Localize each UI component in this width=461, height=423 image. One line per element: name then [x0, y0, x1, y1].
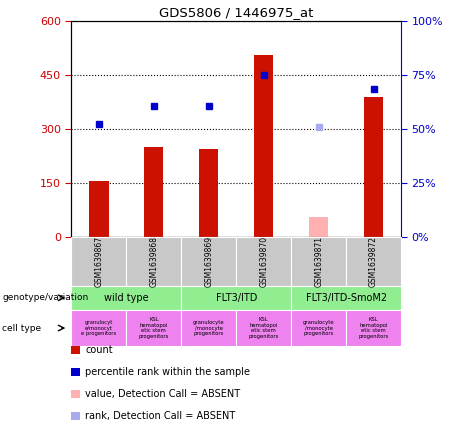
Bar	[181, 237, 236, 286]
Text: GSM1639871: GSM1639871	[314, 236, 323, 287]
Text: KSL
hematopoi
etic stem
progenitors: KSL hematopoi etic stem progenitors	[139, 317, 169, 339]
Bar	[309, 217, 328, 237]
Text: KSL
hematopoi
etic stem
progenitors: KSL hematopoi etic stem progenitors	[358, 317, 389, 339]
Bar	[71, 237, 126, 286]
Bar	[71, 286, 181, 310]
Text: rank, Detection Call = ABSENT: rank, Detection Call = ABSENT	[85, 411, 236, 421]
Bar	[89, 181, 108, 237]
Bar	[254, 55, 273, 237]
Bar	[291, 310, 346, 346]
Bar	[291, 286, 401, 310]
Bar	[364, 97, 383, 237]
Text: GSM1639872: GSM1639872	[369, 236, 378, 287]
Bar	[71, 346, 80, 354]
Bar	[181, 310, 236, 346]
Title: GDS5806 / 1446975_at: GDS5806 / 1446975_at	[159, 5, 313, 19]
Text: GSM1639868: GSM1639868	[149, 236, 159, 287]
Bar	[71, 412, 80, 420]
Text: granulocyte
/monocyte
progenitors: granulocyte /monocyte progenitors	[303, 320, 335, 336]
Text: KSL
hematopoi
etic stem
progenitors: KSL hematopoi etic stem progenitors	[248, 317, 279, 339]
Bar	[181, 286, 291, 310]
Bar	[71, 310, 126, 346]
Bar	[144, 147, 164, 237]
Text: genotype/variation: genotype/variation	[2, 293, 89, 302]
Text: count: count	[85, 345, 113, 355]
Text: granulocyte
/monocyte
progenitors: granulocyte /monocyte progenitors	[193, 320, 225, 336]
Text: GSM1639869: GSM1639869	[204, 236, 213, 287]
Text: granulocyt
e/monocyt
e progenitors: granulocyt e/monocyt e progenitors	[81, 320, 117, 336]
Text: GSM1639870: GSM1639870	[259, 236, 268, 287]
Text: wild type: wild type	[104, 293, 149, 303]
Text: FLT3/ITD-SmoM2: FLT3/ITD-SmoM2	[306, 293, 387, 303]
Bar	[71, 390, 80, 398]
Text: GSM1639867: GSM1639867	[95, 236, 103, 287]
Bar	[346, 310, 401, 346]
Bar	[346, 237, 401, 286]
Bar	[291, 237, 346, 286]
Bar	[126, 237, 181, 286]
Bar	[236, 237, 291, 286]
Text: percentile rank within the sample: percentile rank within the sample	[85, 367, 250, 377]
Text: cell type: cell type	[2, 324, 41, 332]
Bar	[71, 368, 80, 376]
Text: value, Detection Call = ABSENT: value, Detection Call = ABSENT	[85, 389, 240, 399]
Bar	[126, 310, 181, 346]
Text: FLT3/ITD: FLT3/ITD	[216, 293, 257, 303]
Bar	[236, 310, 291, 346]
Bar	[199, 149, 219, 237]
